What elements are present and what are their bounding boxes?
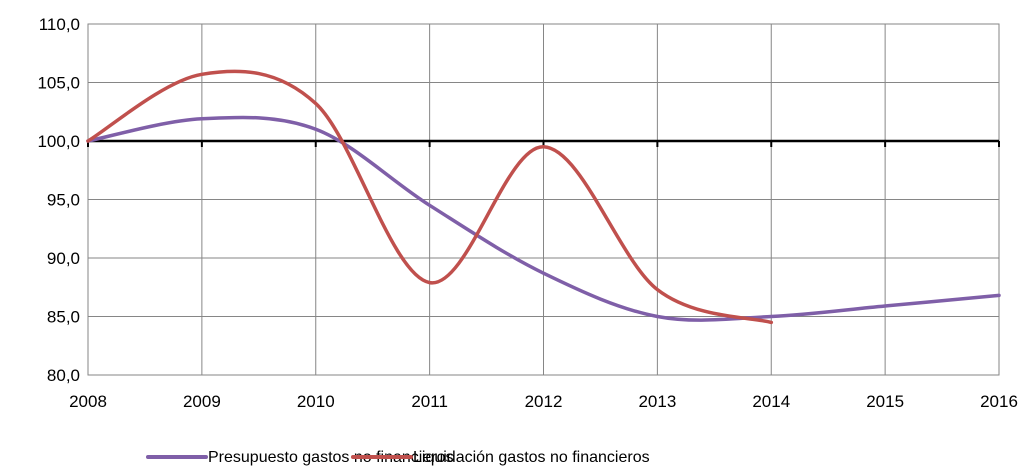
x-tick-label: 2011 — [411, 392, 448, 411]
legend: Presupuesto gastos no financierosLiquida… — [146, 449, 650, 466]
y-tick-label: 95,0 — [47, 191, 80, 210]
y-tick-label: 100,0 — [37, 132, 80, 151]
x-tick-label: 2010 — [297, 392, 335, 411]
x-tick-label: 2013 — [638, 392, 676, 411]
gridlines — [88, 24, 999, 375]
legend-label-2: Liquidación gastos no financieros — [413, 449, 650, 466]
y-axis-labels: 80,0 85,0 90,0 95,0 100,0 105,0 110,0 — [37, 15, 80, 385]
x-axis-labels: 2008 2009 2010 2011 2012 2013 2014 2015 2016 — [69, 392, 1018, 411]
y-tick-label: 105,0 — [37, 74, 80, 93]
x-tick-label: 2012 — [525, 392, 563, 411]
series-line-2 — [86, 69, 774, 325]
series-lines — [86, 69, 1001, 325]
x-tick-label: 2008 — [69, 392, 107, 411]
y-tick-label: 110,0 — [39, 15, 80, 34]
series-line-1 — [86, 115, 1001, 322]
x-tick-label: 2009 — [183, 392, 221, 411]
x-tick-label: 2014 — [752, 392, 790, 411]
y-tick-label: 80,0 — [47, 366, 80, 385]
y-tick-label: 90,0 — [47, 249, 80, 268]
y-tick-label: 85,0 — [47, 308, 80, 327]
x-tick-label: 2015 — [866, 392, 904, 411]
legend-label-1: Presupuesto gastos no financieros — [208, 449, 453, 466]
x-tick-label: 2016 — [980, 392, 1018, 411]
